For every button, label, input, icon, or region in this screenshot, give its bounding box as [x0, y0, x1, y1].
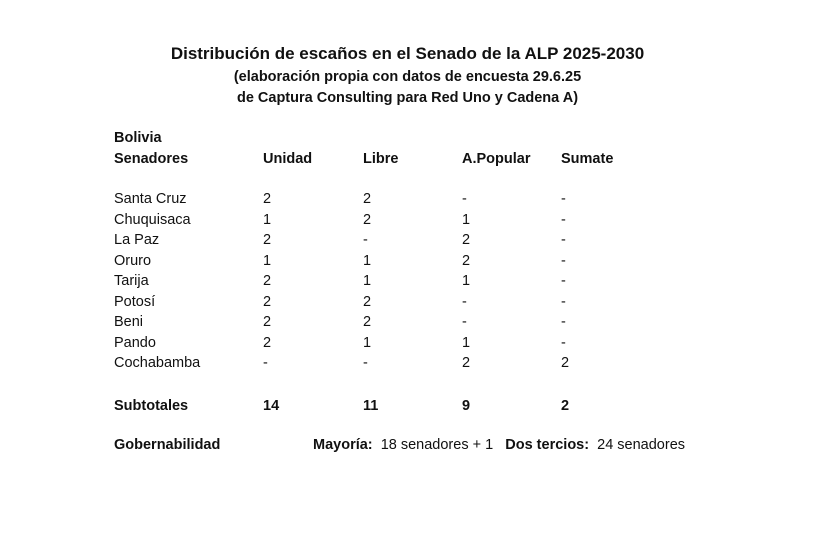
cell-apopular: 2: [462, 355, 471, 371]
header-apopular: A.Popular: [462, 151, 531, 167]
subtotals-label: Subtotales: [114, 398, 189, 414]
governability-label: Gobernabilidad: [114, 437, 221, 453]
header-unidad: Unidad: [263, 151, 313, 167]
cell-department: Oruro: [114, 252, 152, 269]
cell-apopular: 1: [462, 273, 471, 289]
cell-department: Potosí: [114, 293, 156, 310]
cell-libre: 2: [363, 293, 372, 310]
document-title: Distribución de escaños en el Senado de …: [170, 44, 645, 63]
subtotal-apopular: 9: [462, 398, 471, 414]
cell-apopular: -: [462, 293, 467, 310]
cell-libre: 1: [363, 252, 372, 269]
cell-department: Chuquisaca: [114, 211, 191, 228]
majority-value: 18 senadores + 1: [380, 437, 494, 453]
cell-sumate: -: [561, 314, 566, 330]
cell-sumate: -: [561, 232, 566, 248]
cell-unidad: 2: [263, 232, 272, 248]
governability-details: Mayoría: 18 senadores + 1 Dos tercios: 2…: [313, 435, 685, 455]
cell-unidad: 1: [263, 252, 272, 269]
cell-department: Santa Cruz: [114, 191, 187, 207]
cell-unidad: 2: [263, 293, 272, 310]
country-label: Bolivia: [114, 130, 162, 146]
cell-libre: -: [363, 355, 368, 371]
cell-department: Cochabamba: [114, 355, 201, 371]
cell-libre: 1: [363, 273, 372, 289]
two-thirds-value: 24 senadores: [597, 437, 686, 453]
cell-unidad: 2: [263, 334, 272, 351]
cell-apopular: -: [462, 314, 467, 330]
cell-libre: -: [363, 232, 368, 248]
cell-apopular: 1: [462, 211, 471, 228]
header-sumate: Sumate: [561, 151, 614, 167]
cell-apopular: 2: [462, 252, 471, 269]
cell-apopular: 2: [462, 232, 471, 248]
cell-sumate: -: [561, 293, 566, 310]
cell-libre: 2: [363, 314, 372, 330]
cell-department: Beni: [114, 314, 144, 330]
cell-unidad: 1: [263, 211, 272, 228]
two-thirds-label: Dos tercios:: [505, 437, 590, 453]
header-libre: Libre: [363, 151, 399, 167]
cell-unidad: 2: [263, 191, 272, 207]
cell-department: La Paz: [114, 232, 160, 248]
subtotal-libre: 11: [363, 398, 379, 414]
cell-apopular: 1: [462, 334, 471, 351]
cell-unidad: 2: [263, 273, 272, 289]
cell-department: Pando: [114, 334, 156, 351]
cell-sumate: -: [561, 191, 566, 207]
cell-sumate: -: [561, 273, 566, 289]
cell-libre: 1: [363, 334, 372, 351]
subtotal-sumate: 2: [561, 398, 570, 414]
subtitle-line-2: de Captura Consulting para Red Uno y Cad…: [236, 90, 579, 106]
majority-label: Mayoría:: [313, 437, 373, 453]
cell-apopular: -: [462, 191, 467, 207]
cell-unidad: 2: [263, 314, 272, 330]
cell-sumate: -: [561, 252, 566, 269]
subtitle-line-1: (elaboración propia con datos de encuest…: [233, 69, 582, 85]
cell-unidad: -: [263, 355, 268, 371]
subtotal-unidad: 14: [263, 398, 280, 414]
cell-libre: 2: [363, 191, 372, 207]
header-senadores: Senadores: [114, 151, 189, 167]
cell-sumate: -: [561, 211, 566, 228]
cell-libre: 2: [363, 211, 372, 228]
cell-sumate: -: [561, 334, 566, 351]
cell-sumate: 2: [561, 355, 570, 371]
cell-department: Tarija: [114, 273, 149, 289]
